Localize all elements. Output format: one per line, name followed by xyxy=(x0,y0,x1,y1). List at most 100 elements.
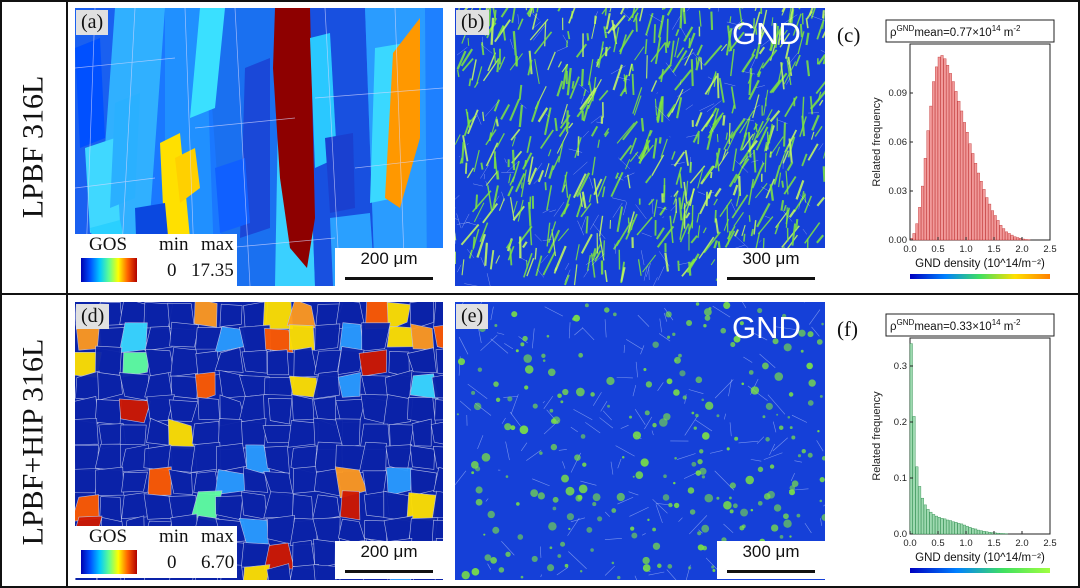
histogram-bar xyxy=(940,55,944,241)
gos-legend-max-label: max xyxy=(201,526,234,547)
panel-label-b: (b) xyxy=(456,10,490,35)
histogram-plot-area xyxy=(909,337,1051,535)
histogram-bar xyxy=(988,532,992,535)
histogram-bar xyxy=(974,163,978,241)
gos-legend-min-value: 0 xyxy=(167,552,177,573)
gos-legend-min-label: min xyxy=(159,526,189,547)
gos-legend-bottom: GOS min max 0 6.70 xyxy=(75,526,237,578)
histogram-bar xyxy=(990,210,994,241)
histogram-bar xyxy=(968,143,972,241)
histogram-bar xyxy=(937,516,941,535)
y-tick-label: 0.2 xyxy=(894,417,907,428)
histogram-bar xyxy=(937,56,941,241)
histogram-bar xyxy=(988,203,992,241)
y-tick-label: 0.0 xyxy=(894,529,907,540)
histogram-bar xyxy=(982,189,986,241)
histogram-bar xyxy=(1018,238,1022,241)
histogram-bar xyxy=(929,511,933,535)
label-column-divider xyxy=(66,0,68,588)
row-label-lpbf-hip-text: LPBF+HIP 316L xyxy=(16,338,49,545)
gos-colorbar xyxy=(81,258,137,282)
histogram-bar xyxy=(934,66,938,241)
y-tick-label: 0.03 xyxy=(889,186,908,197)
histogram-bar xyxy=(968,527,972,535)
histogram-bar xyxy=(943,518,947,535)
histogram-bar xyxy=(954,91,958,241)
histogram-bar xyxy=(932,81,936,241)
histogram-title-box xyxy=(885,19,1055,43)
panel-label-e: (e) xyxy=(456,304,489,329)
x-tick-label: 0.0 xyxy=(903,538,916,549)
histogram-bar xyxy=(971,153,975,241)
histogram-bar xyxy=(1004,231,1008,241)
histogram-bar xyxy=(915,466,919,535)
scalebar-d-text: 200 μm xyxy=(360,542,418,561)
gnd-map-lpbf-image xyxy=(455,8,825,286)
histogram-bar xyxy=(921,497,924,535)
y-tick-label: 0.06 xyxy=(889,137,908,148)
histogram-title: ρGNDmean=0.77×1014 m-2 xyxy=(890,24,1021,39)
histogram-bar xyxy=(990,532,994,535)
gnd-map-title-b: GND xyxy=(732,16,801,51)
histogram-bar xyxy=(948,520,952,535)
histogram-bar xyxy=(985,531,989,535)
gos-legend-max-value: 17.35 xyxy=(191,260,234,281)
histogram-bar xyxy=(1016,237,1020,241)
histogram-bar xyxy=(915,223,919,241)
row-label-lpbf: LPBF 316L xyxy=(0,0,66,293)
scalebar-a-text: 200 μm xyxy=(360,249,418,268)
gos-legend-max-value: 6.70 xyxy=(201,552,235,573)
gnd-map-lpbf-hip-image xyxy=(455,302,825,580)
histogram-title-box xyxy=(885,313,1055,337)
gnd-map-lpbf-hip xyxy=(455,302,825,580)
x-tick-label: 1.5 xyxy=(987,244,1000,255)
y-axis-label: Related frequency xyxy=(871,391,883,481)
y-tick-label: 0.1 xyxy=(894,473,907,484)
gnd-map-lpbf xyxy=(455,8,825,286)
gos-legend-min-label: min xyxy=(159,234,189,255)
histogram-bar xyxy=(929,105,933,241)
scalebar-d: 200 μm xyxy=(335,541,443,579)
gos-legend-min-value: 0 xyxy=(167,260,177,281)
gnd-colorbar xyxy=(910,568,1050,573)
histogram-bar xyxy=(971,528,975,535)
histogram-bar xyxy=(993,215,997,241)
x-tick-label: 2.0 xyxy=(1015,538,1028,549)
histogram-bar xyxy=(960,523,964,535)
histogram-bar xyxy=(926,130,930,241)
gos-colorbar xyxy=(81,550,137,574)
scalebar-e-line xyxy=(727,570,815,573)
y-tick-label: 0.3 xyxy=(894,361,907,372)
histogram-bar xyxy=(974,528,978,535)
histogram-bar xyxy=(965,525,969,535)
histogram-bar xyxy=(946,519,950,535)
histogram-bar xyxy=(985,197,989,241)
scalebar-a: 200 μm xyxy=(335,248,443,286)
histogram-bar xyxy=(962,122,966,241)
histogram-bar xyxy=(951,521,955,535)
histogram-bar xyxy=(918,207,922,241)
scalebar-d-line xyxy=(345,570,433,573)
panel-label-d: (d) xyxy=(76,304,110,329)
x-tick-label: 1.0 xyxy=(959,538,972,549)
histogram-bar xyxy=(1010,234,1014,241)
histogram-bar xyxy=(996,532,1000,535)
x-tick-label: 2.5 xyxy=(1043,538,1056,549)
histogram-bar xyxy=(1013,236,1017,241)
histogram-bar xyxy=(918,486,922,535)
histogram-bar xyxy=(1007,233,1011,241)
histogram-bar xyxy=(957,523,961,535)
x-tick-label: 1.0 xyxy=(959,244,972,255)
x-tick-label: 0.0 xyxy=(903,244,916,255)
histogram-bar xyxy=(999,533,1003,535)
histogram-bar xyxy=(982,530,986,535)
histogram-bar xyxy=(948,73,952,241)
histogram-bar xyxy=(979,180,983,241)
histogram-bar xyxy=(923,158,927,241)
x-tick-label: 2.5 xyxy=(1043,244,1056,255)
gos-legend-title: GOS xyxy=(89,234,128,255)
panel-label-c: (c) xyxy=(837,23,861,47)
histogram-bar xyxy=(946,65,950,241)
x-tick-label: 1.5 xyxy=(987,538,1000,549)
histogram-bar xyxy=(909,343,913,535)
